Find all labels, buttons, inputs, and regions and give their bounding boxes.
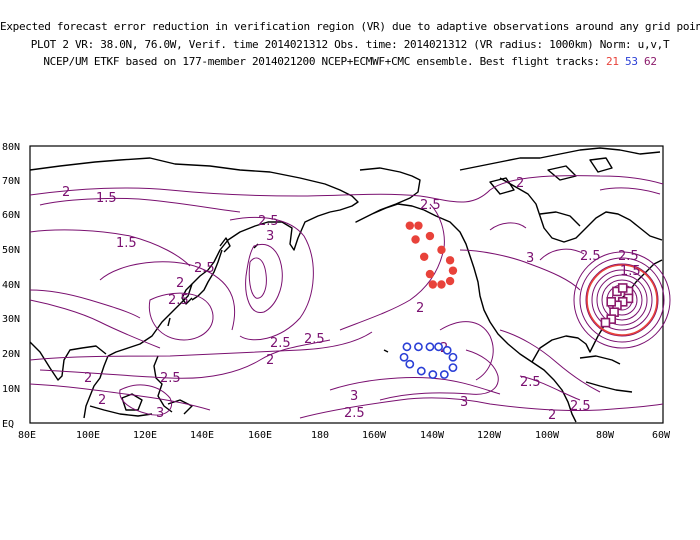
xtick-label: 120E — [133, 430, 157, 441]
contour-label: 2.5 — [420, 198, 441, 213]
coastlines — [29, 147, 663, 423]
x-axis: 80E 100E 120E 140E 160E 180 160W 140W 12… — [18, 430, 671, 441]
track-marker — [428, 370, 438, 379]
flight-track-62 — [600, 283, 634, 328]
title-line-2: PLOT 2 VR: 38.0N, 76.0W, Verif. time 201… — [30, 38, 670, 51]
track-marker — [419, 252, 429, 261]
ytick-label: 30N — [2, 314, 20, 325]
track-id-53: 53 — [625, 55, 638, 68]
contour-label: 2 — [416, 301, 424, 316]
verification-region-rings — [573, 251, 671, 349]
track-marker — [434, 342, 443, 352]
contour-label: 1.5 — [96, 191, 117, 206]
ytick-label: 70N — [2, 176, 20, 187]
track-marker — [439, 370, 449, 379]
contour-label: 2 — [266, 353, 274, 368]
contour-label: 1.5 — [620, 264, 641, 279]
contour-label: 3 — [156, 406, 164, 421]
contour-label: 3 — [526, 251, 534, 266]
contour-label: 2.5 — [258, 214, 279, 229]
contour-label: 2 — [516, 176, 524, 191]
contour-labels: 2 1.5 1.5 2.5 3 2.5 2.5 2 2.5 2.5 2 2.5 … — [62, 176, 641, 423]
ytick-label: 50N — [2, 245, 20, 256]
track-marker — [416, 366, 426, 376]
track-marker — [425, 231, 435, 241]
ytick-label: 20N — [2, 349, 20, 360]
xtick-label: 100W — [535, 430, 560, 441]
contour-label: 1.5 — [116, 236, 137, 251]
track-marker — [448, 266, 458, 275]
track-marker — [425, 269, 435, 279]
contour-label: 3 — [460, 395, 468, 410]
contour-label: 2.5 — [270, 336, 291, 351]
track-marker — [428, 280, 438, 289]
xtick-label: 160W — [362, 430, 387, 441]
xtick-label: 180 — [311, 430, 329, 441]
flight-track-53 — [399, 342, 458, 379]
track-marker — [411, 235, 420, 244]
track-marker — [414, 342, 423, 352]
contour-label: 2 — [62, 185, 70, 200]
track-marker — [617, 283, 628, 293]
xtick-label: 80W — [596, 430, 615, 441]
contour-label: 2.5 — [570, 399, 591, 414]
track-marker — [445, 256, 455, 265]
track-marker — [399, 352, 409, 362]
xtick-label: 100E — [76, 430, 100, 441]
map-frame — [29, 145, 664, 424]
flight-track-21 — [405, 221, 458, 289]
ytick-label: 80N — [2, 142, 20, 153]
track-id-21: 21 — [606, 55, 619, 68]
ytick-label: 40N — [2, 280, 20, 291]
xtick-label: 60W — [652, 430, 671, 441]
contour-label: 2.5 — [160, 371, 181, 386]
vr-circle — [586, 264, 658, 336]
title-line-3-text: NCEP/UM ETKF based on 177-member 2014021… — [43, 55, 600, 68]
contour-label: 2 — [548, 408, 556, 423]
contour-label: 2 — [84, 371, 92, 386]
track-marker — [425, 342, 435, 352]
track-marker — [405, 359, 415, 369]
contour-label: 2.5 — [618, 249, 639, 264]
track-marker — [402, 342, 412, 352]
contours — [29, 175, 664, 419]
ytick-label: 10N — [2, 384, 20, 395]
track-marker — [405, 221, 414, 230]
ytick-label: EQ — [2, 419, 14, 430]
contour-label: 3 — [266, 229, 274, 244]
xtick-label: 160E — [248, 430, 272, 441]
track-marker — [437, 280, 446, 289]
contour-label: 2.5 — [344, 406, 365, 421]
xtick-label: 80E — [18, 430, 36, 441]
title-line-3: NCEP/UM ETKF based on 177-member 2014021… — [0, 55, 700, 69]
track-marker — [414, 221, 423, 230]
track-id-62: 62 — [644, 55, 657, 68]
contour-label: 3 — [350, 389, 358, 404]
ytick-label: 60N — [2, 210, 20, 221]
title-line-1: Expected forecast error reduction in ver… — [0, 20, 700, 33]
xtick-label: 120W — [477, 430, 502, 441]
xtick-label: 140E — [190, 430, 214, 441]
track-marker — [600, 317, 611, 328]
track-marker — [448, 363, 458, 372]
y-axis: EQ 10N 20N 30N 40N 50N 60N 70N 80N — [2, 142, 20, 430]
contour-label: 2.5 — [168, 293, 189, 308]
contour-label: 2.5 — [520, 375, 541, 390]
xtick-label: 140W — [420, 430, 445, 441]
track-marker — [448, 352, 458, 362]
contour-label: 2 — [176, 276, 184, 291]
track-marker — [606, 297, 617, 307]
contour-label: 2.5 — [580, 249, 601, 264]
track-marker — [437, 245, 446, 255]
track-marker — [445, 276, 455, 286]
contour-label: 2.5 — [304, 332, 325, 347]
contour-label: 2.5 — [194, 261, 215, 276]
track-marker — [442, 345, 452, 355]
contour-label: 2 — [98, 393, 106, 408]
